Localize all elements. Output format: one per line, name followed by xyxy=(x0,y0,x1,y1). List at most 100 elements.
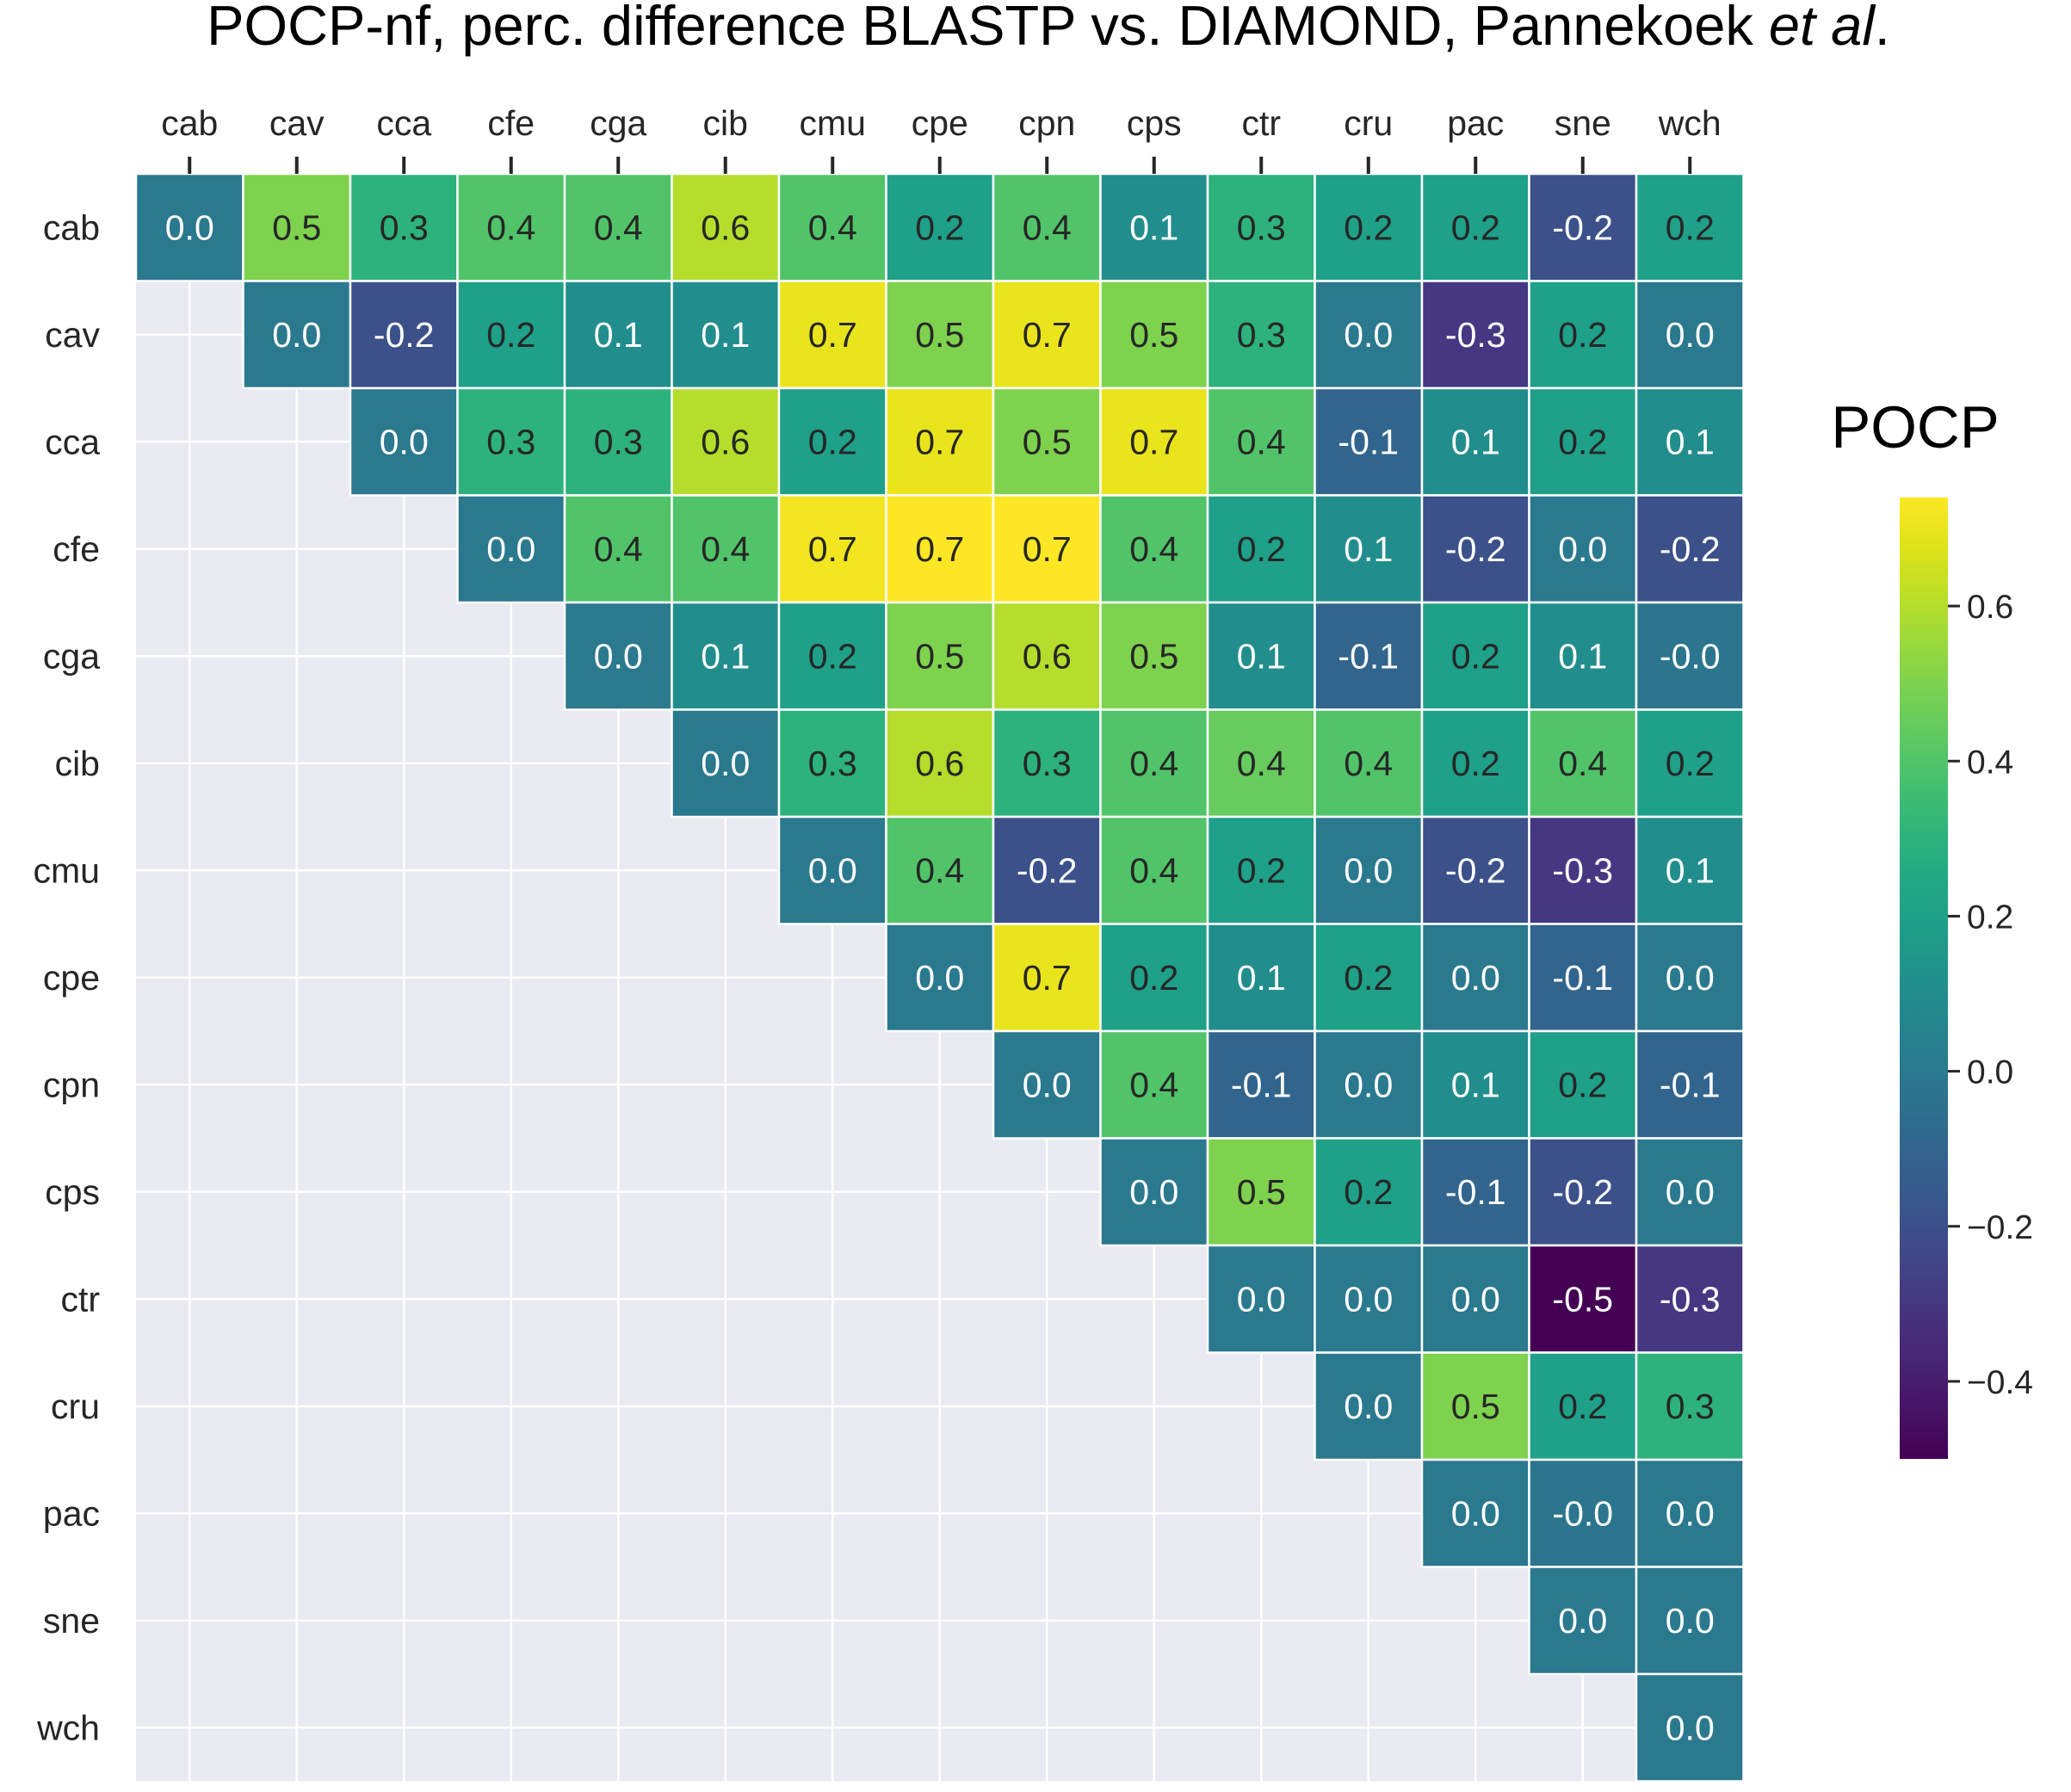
cell-value-label: -0.2 xyxy=(1017,850,1078,890)
cell-value-label: 0.6 xyxy=(915,744,964,783)
heatmap-cell xyxy=(242,280,352,390)
heatmap-cell xyxy=(1528,1029,1638,1140)
x-tick-label-cib: cib xyxy=(703,103,748,143)
cell-cab-cps: 0.1 xyxy=(1099,172,1209,282)
colorbar-tick-label: 0.6 xyxy=(1967,589,2013,626)
heatmap-cell xyxy=(992,815,1102,925)
cell-cfe-sne: 0.0 xyxy=(1528,494,1638,604)
cell-cga-cib: 0.1 xyxy=(671,601,781,711)
cell-value-label: 0.0 xyxy=(1344,850,1393,890)
heatmap-cell xyxy=(456,386,566,497)
heatmap-cell xyxy=(349,386,459,497)
heatmap-cell xyxy=(777,494,887,604)
cell-value-label: 0.4 xyxy=(808,207,857,247)
cell-cfe-cps: 0.4 xyxy=(1099,494,1209,604)
cell-value-label: 0.4 xyxy=(594,207,643,247)
colorbar-tick-label: 0.4 xyxy=(1967,744,2013,781)
cell-cav-cpe: 0.5 xyxy=(885,280,995,390)
heatmap-cell xyxy=(1099,494,1209,604)
cell-cmu-cmu: 0.0 xyxy=(777,815,887,925)
cell-cga-cpe: 0.5 xyxy=(885,601,995,711)
cell-cav-sne: 0.2 xyxy=(1528,280,1638,390)
y-tick-label-cpn: cpn xyxy=(43,1065,100,1104)
cell-cca-pac: 0.1 xyxy=(1420,386,1530,497)
colorbar-title: POCP xyxy=(1831,394,2000,460)
cell-value-label: 0.4 xyxy=(1023,207,1072,247)
cell-value-label: 0.5 xyxy=(1451,1387,1500,1426)
cell-value-label: 0.0 xyxy=(1237,1279,1286,1319)
cell-value-label: 0.2 xyxy=(1344,207,1393,247)
x-tick-label-cav: cav xyxy=(269,103,325,143)
cell-cpe-cpn: 0.7 xyxy=(992,923,1102,1033)
cell-value-label: 0.0 xyxy=(1344,1279,1393,1319)
cell-cga-pac: 0.2 xyxy=(1420,601,1530,711)
cell-cfe-cmu: 0.7 xyxy=(777,494,887,604)
colorbar-tick-label: −0.4 xyxy=(1967,1364,2033,1401)
cell-value-label: -0.2 xyxy=(1445,529,1506,569)
cell-value-label: 0.4 xyxy=(1558,744,1607,783)
cell-value-label: 0.5 xyxy=(1237,1172,1286,1212)
heatmap-cell xyxy=(1099,172,1209,282)
cell-cpn-cps: 0.4 xyxy=(1099,1029,1209,1140)
cell-value-label: 0.2 xyxy=(1237,850,1286,890)
cell-value-label: 0.2 xyxy=(1558,422,1607,461)
cell-sne-sne: 0.0 xyxy=(1528,1566,1638,1676)
cell-value-label: 0.0 xyxy=(165,207,214,247)
cell-cib-ctr: 0.4 xyxy=(1206,708,1316,819)
cell-value-label: 0.0 xyxy=(1129,1172,1178,1212)
y-tick-label-cps: cps xyxy=(45,1172,100,1212)
cell-cga-cmu: 0.2 xyxy=(777,601,887,711)
cell-cpe-sne: -0.1 xyxy=(1528,923,1638,1033)
cell-value-label: 0.2 xyxy=(808,636,857,676)
cell-value-label: -0.2 xyxy=(1660,529,1721,569)
heatmap-cell xyxy=(1206,172,1316,282)
cell-value-label: -0.3 xyxy=(1552,850,1613,890)
cell-cav-ctr: 0.3 xyxy=(1206,280,1316,390)
cell-cab-cab: 0.0 xyxy=(134,172,244,282)
cell-value-label: 0.4 xyxy=(1237,422,1286,461)
heatmap-cell xyxy=(1528,280,1638,390)
cell-cfe-ctr: 0.2 xyxy=(1206,494,1316,604)
cell-cca-cca: 0.0 xyxy=(349,386,459,497)
heatmap-cell xyxy=(1206,601,1316,711)
cell-cca-cpn: 0.5 xyxy=(992,386,1102,497)
heatmap-cell xyxy=(671,386,781,497)
cell-ctr-pac: 0.0 xyxy=(1420,1244,1530,1354)
cell-cga-wch: -0.0 xyxy=(1635,601,1745,711)
cell-cpe-wch: 0.0 xyxy=(1635,923,1745,1033)
heatmap-cell xyxy=(992,494,1102,604)
heatmap-cell xyxy=(1528,1244,1638,1354)
cell-value-label: 0.2 xyxy=(1558,315,1607,355)
colorbar-gradient xyxy=(1900,497,1948,1459)
heatmap-cell xyxy=(1635,1351,1745,1461)
cell-cpe-pac: 0.0 xyxy=(1420,923,1530,1033)
cell-value-label: 0.4 xyxy=(1129,529,1178,569)
cell-pac-pac: 0.0 xyxy=(1420,1458,1530,1568)
cell-value-label: 0.7 xyxy=(915,422,964,461)
heatmap-cell xyxy=(1314,1137,1424,1247)
y-tick-label-cga: cga xyxy=(43,636,100,676)
heatmap-cell xyxy=(1314,280,1424,390)
cell-cav-cib: 0.1 xyxy=(671,280,781,390)
cell-value-label: 0.5 xyxy=(915,315,964,355)
cell-value-label: 0.1 xyxy=(1451,422,1500,461)
cell-cps-cru: 0.2 xyxy=(1314,1137,1424,1247)
cell-value-label: 0.4 xyxy=(594,529,643,569)
cell-value-label: 0.2 xyxy=(486,315,535,355)
cell-cpn-ctr: -0.1 xyxy=(1206,1029,1316,1140)
cell-value-label: 0.2 xyxy=(1237,529,1286,569)
heatmap-cell xyxy=(1206,708,1316,819)
heatmap-cell xyxy=(1528,923,1638,1033)
x-tick-label-wch: wch xyxy=(1658,103,1722,143)
cell-cpe-cru: 0.2 xyxy=(1314,923,1424,1033)
chart-title-prefix: POCP-nf, perc. difference BLASTP vs. DIA… xyxy=(207,0,1769,57)
cell-value-label: -0.5 xyxy=(1552,1279,1613,1319)
heatmap-cell xyxy=(1420,1458,1530,1568)
heatmap-cell xyxy=(885,708,995,819)
heatmap-cell xyxy=(1099,923,1209,1033)
cell-cib-wch: 0.2 xyxy=(1635,708,1745,819)
cell-cav-cca: -0.2 xyxy=(349,280,459,390)
cell-cmu-cpn: -0.2 xyxy=(992,815,1102,925)
y-tick-label-cib: cib xyxy=(55,744,100,783)
cell-pac-sne: -0.0 xyxy=(1528,1458,1638,1568)
